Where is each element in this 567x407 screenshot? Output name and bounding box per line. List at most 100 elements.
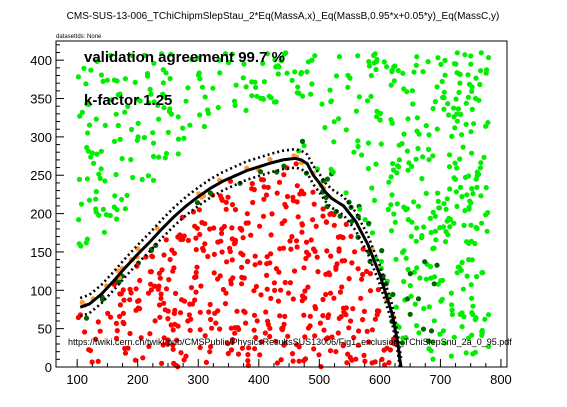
scatter-point xyxy=(438,299,443,304)
scatter-point xyxy=(464,122,469,127)
scatter-point xyxy=(446,112,451,117)
scatter-point xyxy=(118,137,123,142)
scatter-point xyxy=(257,224,262,229)
scatter-point xyxy=(468,223,473,228)
scatter-point xyxy=(163,307,168,312)
scatter-point xyxy=(171,347,176,352)
scatter-point xyxy=(406,160,411,165)
scatter-point xyxy=(108,315,113,320)
scatter-point xyxy=(478,160,483,165)
scatter-point xyxy=(249,186,254,191)
scatter-point xyxy=(428,276,433,281)
scatter-point xyxy=(300,139,305,144)
scatter-point xyxy=(478,193,483,198)
scatter-point xyxy=(219,196,224,201)
scatter-point xyxy=(386,360,391,365)
scatter-point xyxy=(308,92,313,97)
scatter-point xyxy=(158,296,163,301)
y-tick-label: 0 xyxy=(45,360,52,375)
scatter-point xyxy=(356,266,361,271)
scatter-point xyxy=(178,310,183,315)
scatter-point xyxy=(161,80,166,85)
scatter-point xyxy=(444,207,449,212)
scatter-point xyxy=(419,235,424,240)
chart-subtitle: datasetIds: None xyxy=(56,34,102,40)
scatter-point xyxy=(121,311,126,316)
scatter-point xyxy=(379,248,384,253)
scatter-point xyxy=(353,357,358,362)
scatter-point xyxy=(310,190,315,195)
scatter-point xyxy=(223,301,228,306)
scatter-point xyxy=(454,165,459,170)
scatter-point xyxy=(290,78,295,83)
scatter-point xyxy=(230,236,235,241)
scatter-point xyxy=(242,275,247,280)
scatter-point xyxy=(198,283,203,288)
scatter-point xyxy=(123,76,128,81)
scatter-point xyxy=(129,127,134,132)
scatter-point xyxy=(120,156,125,161)
chart-title: CMS-SUS-13-006_TChiChipmSlepStau_2*Eq(Ma… xyxy=(67,11,500,22)
scatter-point xyxy=(433,237,438,242)
scatter-point xyxy=(286,291,291,296)
scatter-point xyxy=(134,286,139,291)
scatter-point xyxy=(359,277,364,282)
scatter-point xyxy=(309,81,314,86)
scatter-point xyxy=(198,327,203,332)
scatter-point xyxy=(200,85,205,90)
scatter-point xyxy=(262,79,267,84)
scatter-point xyxy=(233,207,238,212)
scatter-point xyxy=(77,114,82,119)
scatter-point xyxy=(282,314,287,319)
scatter-point xyxy=(245,211,250,216)
x-tick-label: 200 xyxy=(127,372,149,387)
scatter-point xyxy=(478,165,483,170)
scatter-point xyxy=(428,264,433,269)
scatter-point xyxy=(459,132,464,137)
scatter-point xyxy=(441,224,446,229)
scatter-point xyxy=(345,85,350,90)
scatter-point xyxy=(400,250,405,255)
scatter-point xyxy=(426,59,431,64)
scatter-point xyxy=(470,351,475,356)
scatter-point xyxy=(401,86,406,91)
scatter-point xyxy=(245,352,250,357)
scatter-point xyxy=(414,129,419,134)
scatter-point xyxy=(94,117,99,122)
scatter-point xyxy=(312,304,317,309)
scatter-point xyxy=(344,360,349,365)
scatter-point xyxy=(176,137,181,142)
scatter-point xyxy=(121,287,126,292)
scatter-point xyxy=(336,330,341,335)
scatter-point xyxy=(393,220,398,225)
scatter-point xyxy=(156,155,161,160)
scatter-point xyxy=(358,296,363,301)
scatter-point xyxy=(280,327,285,332)
scatter-point xyxy=(258,292,263,297)
scatter-point xyxy=(386,207,391,212)
scatter-point xyxy=(87,198,92,203)
scatter-point xyxy=(431,106,436,111)
scatter-point xyxy=(479,50,484,55)
scatter-point xyxy=(264,192,269,197)
scatter-point xyxy=(168,76,173,81)
scatter-point xyxy=(460,260,465,265)
scatter-point xyxy=(320,297,325,302)
scatter-point xyxy=(426,132,431,137)
scatter-point xyxy=(389,174,394,179)
scatter-point xyxy=(181,136,186,141)
scatter-point xyxy=(324,220,329,225)
scatter-point xyxy=(397,157,402,162)
scatter-point xyxy=(409,294,414,299)
scatter-point xyxy=(263,330,268,335)
scatter-point xyxy=(112,193,117,198)
scatter-point xyxy=(340,258,345,263)
scatter-point xyxy=(76,74,81,79)
scatter-point xyxy=(302,295,307,300)
scatter-point xyxy=(297,191,302,196)
scatter-point xyxy=(338,234,343,239)
scatter-point xyxy=(429,328,434,333)
scatter-point xyxy=(475,226,480,231)
scatter-point xyxy=(182,357,187,362)
scatter-point xyxy=(243,321,248,326)
